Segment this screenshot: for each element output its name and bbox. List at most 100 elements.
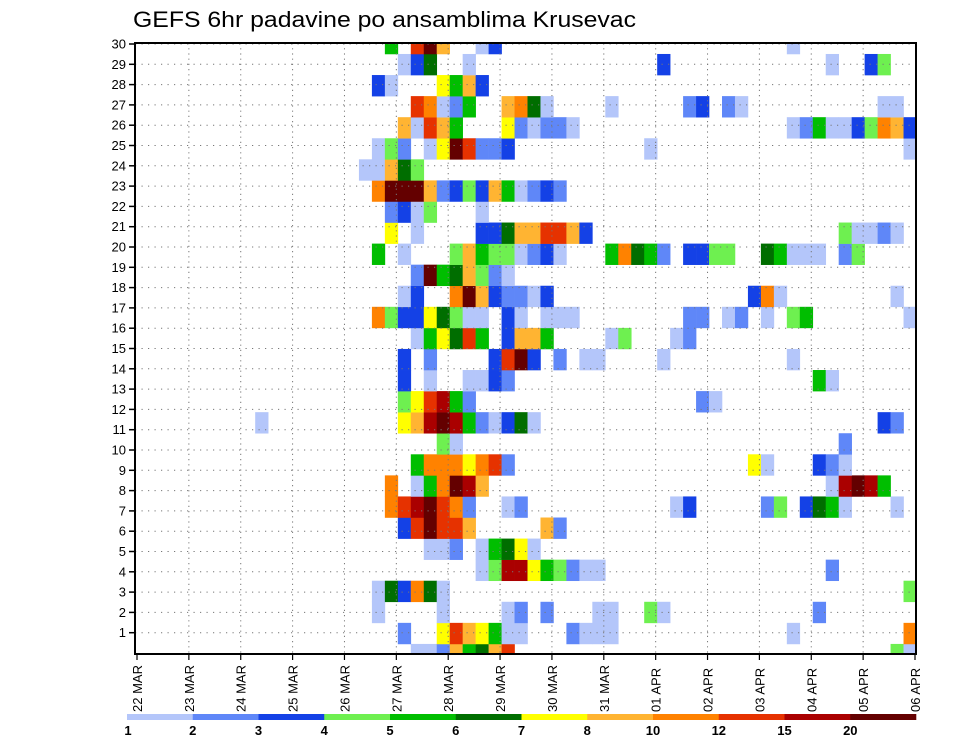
heatmap-cell	[514, 622, 528, 645]
heatmap-cell	[514, 412, 528, 434]
y-tick-label: 29	[112, 57, 126, 72]
heatmap-cell	[410, 53, 425, 76]
heatmap-cell	[475, 243, 489, 265]
heatmap-cell	[566, 222, 580, 244]
heatmap-cell	[449, 412, 463, 434]
heatmap-cell	[553, 243, 567, 265]
heatmap-cell	[488, 538, 502, 560]
legend-swatch	[390, 714, 457, 720]
legend-swatch	[324, 714, 391, 720]
heatmap-cell	[397, 243, 412, 265]
heatmap-cell	[423, 370, 438, 392]
heatmap-cell	[527, 327, 541, 350]
heatmap-cell	[838, 433, 852, 455]
x-tick-label: 27 MAR	[389, 665, 404, 712]
legend-label: 8	[584, 723, 591, 738]
x-tick-label: 02 APR	[701, 668, 716, 712]
heatmap-cell	[722, 243, 736, 265]
y-tick-label: 11	[113, 422, 127, 437]
heatmap-cell	[851, 243, 865, 265]
heatmap-cell	[825, 53, 839, 76]
heatmap-cell	[501, 222, 515, 244]
y-tick-label: 5	[119, 544, 126, 559]
heatmap-cell	[501, 285, 515, 308]
heatmap-cell	[436, 454, 450, 476]
heatmap-cell	[696, 243, 710, 265]
heatmap-cell	[501, 327, 515, 350]
heatmap-cell	[566, 117, 580, 139]
heatmap-cell	[501, 96, 515, 118]
heatmap-cell	[397, 370, 412, 392]
heatmap-cell	[773, 285, 788, 308]
heatmap-cell	[475, 412, 489, 434]
heatmap-cell	[501, 370, 515, 392]
heatmap-cell	[436, 117, 450, 139]
heatmap-cell	[384, 43, 399, 55]
heatmap-cell	[371, 138, 386, 160]
heatmap-cell	[397, 391, 412, 413]
heatmap-cell	[514, 601, 528, 624]
heatmap-cell	[514, 348, 528, 371]
heatmap-cell	[553, 180, 567, 202]
heatmap-cells	[255, 43, 916, 654]
y-tick-label: 21	[112, 219, 126, 234]
heatmap-cell	[618, 327, 632, 350]
heatmap-cell	[579, 222, 593, 244]
heatmap-cell	[760, 454, 775, 476]
heatmap-cell	[449, 180, 463, 202]
heatmap-cell	[397, 285, 412, 308]
heatmap-cell	[436, 517, 450, 539]
heatmap-cell	[423, 53, 438, 76]
heatmap-cell	[838, 454, 852, 476]
heatmap-cell	[592, 601, 606, 624]
heatmap-cell	[786, 348, 801, 371]
grid-lines	[135, 43, 916, 654]
heatmap-cell	[514, 222, 528, 244]
heatmap-cell	[514, 559, 528, 582]
heatmap-cell	[566, 622, 580, 645]
heatmap-cell	[527, 348, 541, 371]
heatmap-cell	[670, 327, 684, 350]
heatmap-cell	[475, 622, 489, 645]
heatmap-cell	[540, 559, 554, 582]
x-tick-label: 26 MAR	[338, 665, 353, 712]
heatmap-cell	[527, 412, 541, 434]
heatmap-cell	[514, 496, 528, 518]
heatmap-cell	[527, 96, 541, 118]
heatmap-cell	[475, 559, 489, 582]
heatmap-cell	[799, 117, 814, 139]
y-tick-label: 4	[119, 564, 126, 579]
heatmap-cell	[540, 117, 554, 139]
heatmap-cell	[410, 180, 425, 202]
heatmap-cell	[384, 306, 399, 329]
heatmap-cell	[410, 580, 425, 603]
heatmap-cell	[903, 622, 916, 645]
heatmap-cell	[514, 117, 528, 139]
heatmap-cell	[449, 306, 463, 329]
heatmap-cell	[488, 412, 502, 434]
heatmap-cell	[475, 306, 489, 329]
heatmap-cell	[449, 391, 463, 413]
heatmap-cell	[436, 391, 450, 413]
heatmap-cell	[722, 306, 736, 329]
heatmap-cell	[384, 138, 399, 160]
heatmap-cell	[410, 222, 425, 244]
heatmap-cell	[864, 475, 878, 497]
heatmap-cell	[449, 75, 463, 97]
heatmap-cell	[553, 117, 567, 139]
heatmap-cell	[501, 117, 515, 139]
y-tick-label: 7	[119, 503, 126, 518]
heatmap-cell	[397, 348, 412, 371]
heatmap-cell	[786, 117, 801, 139]
heatmap-cell	[683, 496, 697, 518]
x-tick-label: 06 APR	[908, 668, 923, 712]
heatmap-cell	[890, 285, 904, 308]
heatmap-cell	[449, 517, 463, 539]
heatmap-cell	[825, 559, 839, 582]
y-tick-label: 9	[119, 463, 126, 478]
x-tick-label: 23 MAR	[182, 665, 197, 712]
legend-label: 15	[777, 723, 791, 738]
heatmap-cell	[696, 306, 710, 329]
heatmap-cell	[384, 75, 399, 97]
heatmap-cell	[812, 496, 827, 518]
